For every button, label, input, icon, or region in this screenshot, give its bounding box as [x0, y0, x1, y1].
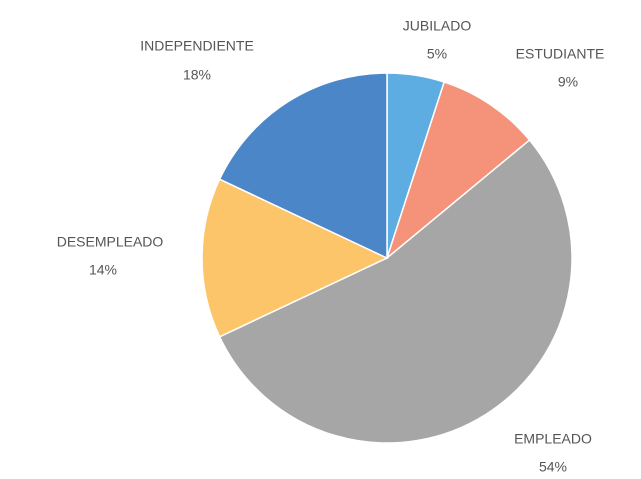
slice-value-label: 54% [539, 459, 567, 475]
pie-slice [201, 178, 389, 338]
slice-label: EMPLEADO [514, 431, 592, 447]
slice-value-label: 18% [183, 67, 211, 83]
slice-label: DESEMPLEADO [57, 234, 164, 250]
pie-slice [385, 81, 531, 261]
slice-value-label: 9% [558, 74, 578, 90]
pie-slice [218, 72, 388, 260]
slice-label: ESTUDIANTE [516, 46, 605, 62]
slice-value-label: 14% [89, 262, 117, 278]
pie-slice [218, 139, 573, 444]
slice-value-label: 5% [427, 46, 447, 62]
slice-label: JUBILADO [403, 18, 472, 34]
slice-label: INDEPENDIENTE [140, 38, 254, 54]
